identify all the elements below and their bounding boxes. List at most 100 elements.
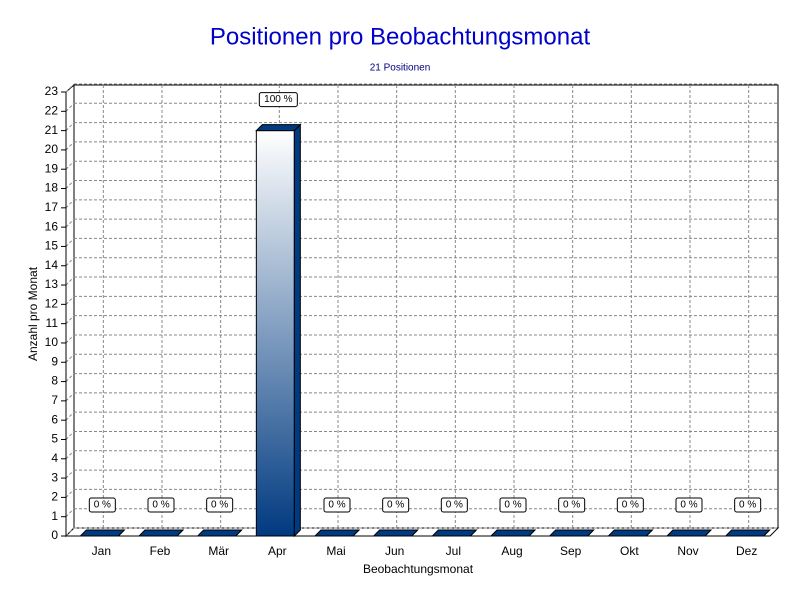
y-tick-label: 2 [51, 490, 58, 504]
y-tick-label: 3 [51, 470, 58, 484]
value-label-box [382, 497, 410, 513]
y-tick-label: 9 [51, 354, 58, 368]
grid-line-side [65, 489, 75, 498]
grid-line-side [65, 238, 75, 247]
grid-line-side [65, 218, 75, 228]
grid-line-side [65, 180, 75, 189]
value-label-box [616, 497, 644, 513]
x-tick-label: Dez [736, 544, 757, 558]
y-tick-label: 11 [46, 316, 59, 330]
bar-top [313, 529, 361, 537]
back-wall [73, 84, 779, 529]
grid-line-side [65, 295, 75, 305]
grid-line-side [65, 353, 75, 363]
grid-line-side [65, 373, 75, 382]
grid-line-side [65, 392, 75, 402]
y-tick-label: 4 [51, 451, 58, 465]
grid-line-side [65, 315, 75, 325]
x-tick-label: Jul [446, 544, 461, 558]
x-tick-label: Feb [150, 544, 171, 558]
bar-top [255, 124, 302, 132]
bar-top [79, 529, 126, 537]
x-tick-label: Aug [501, 544, 522, 558]
x-tick-label: Okt [620, 544, 639, 558]
x-tick-label: Mai [326, 544, 345, 558]
bar-side [293, 123, 301, 538]
y-tick-label: 0 [51, 528, 58, 542]
value-label-box [323, 497, 351, 513]
bar-top [548, 529, 595, 537]
grid-line-side [65, 469, 75, 479]
y-tick-label: 5 [51, 432, 58, 446]
y-tick-label: 22 [45, 103, 59, 117]
y-tick-label: 6 [51, 412, 58, 426]
grid-line-side [65, 160, 75, 170]
bar [255, 130, 295, 537]
grid-line-side [65, 122, 75, 131]
bar-top [607, 529, 654, 537]
value-label: 0 % [328, 500, 345, 511]
y-tick-label: 8 [51, 374, 58, 388]
y-tick-label: 21 [45, 123, 59, 137]
y-tick-label: 16 [45, 219, 59, 233]
y-tick-label: 13 [45, 277, 59, 291]
chart-title: Positionen pro Beobachtungsmonat [210, 23, 591, 50]
grid-line-side [65, 527, 75, 537]
bar-top [431, 529, 478, 537]
value-label-box [499, 497, 527, 513]
x-tick-label: Apr [268, 544, 287, 558]
grid-line-side [65, 141, 75, 151]
value-label-box [675, 497, 703, 513]
x-axis-label: Beobachtungsmonat [363, 562, 474, 576]
value-label-box [734, 497, 762, 513]
chart-subtitle: 21 Positionen [370, 63, 431, 74]
y-axis-label: Anzahl pro Monat [26, 266, 40, 361]
y-tick-label: 14 [45, 258, 59, 272]
x-tick-label: Jun [385, 544, 404, 558]
y-tick-label: 23 [45, 84, 59, 98]
y-tick-label: 18 [45, 181, 59, 195]
grid-line-side [65, 257, 75, 267]
value-label: 0 % [680, 500, 697, 511]
grid-line-side [65, 102, 75, 112]
y-tick-label: 17 [45, 200, 59, 214]
value-label-box [206, 497, 234, 513]
grid-line-side [65, 334, 75, 344]
grid-line-side [65, 83, 75, 93]
side-wall [65, 83, 75, 538]
value-label: 0 % [563, 500, 580, 511]
value-label: 0 % [739, 500, 756, 511]
grid-line-side [65, 450, 75, 460]
value-label: 0 % [446, 500, 463, 511]
value-label-box [440, 497, 468, 513]
bar-top [372, 529, 419, 537]
x-tick-label: Sep [560, 544, 582, 558]
bar-top [724, 529, 771, 537]
bar-top [489, 529, 537, 537]
value-label: 0 % [387, 500, 404, 511]
plot-area: 01234567891011121314151617181920212223Ja… [45, 83, 780, 558]
bar-top [137, 529, 185, 537]
grid-line-side [65, 276, 75, 286]
y-tick-label: 1 [51, 509, 58, 523]
grid-line-side [65, 411, 75, 421]
y-tick-label: 12 [45, 297, 59, 311]
grid-line-side [65, 508, 75, 518]
y-tick-label: 19 [45, 161, 59, 175]
value-label: 0 % [504, 500, 521, 511]
x-tick-label: Nov [677, 544, 698, 558]
bar-top [665, 529, 713, 537]
value-label-box [258, 92, 298, 108]
value-label-box [88, 497, 116, 513]
grid-line-side [65, 431, 75, 440]
value-label: 0 % [152, 500, 169, 511]
grid-line-side [65, 199, 75, 209]
value-label: 0 % [94, 500, 111, 511]
value-label-box [558, 497, 586, 513]
value-label: 0 % [211, 500, 228, 511]
y-tick-label: 20 [45, 142, 59, 156]
bar-top [196, 529, 243, 537]
x-tick-label: Jan [92, 544, 111, 558]
value-label: 100 % [264, 94, 292, 105]
